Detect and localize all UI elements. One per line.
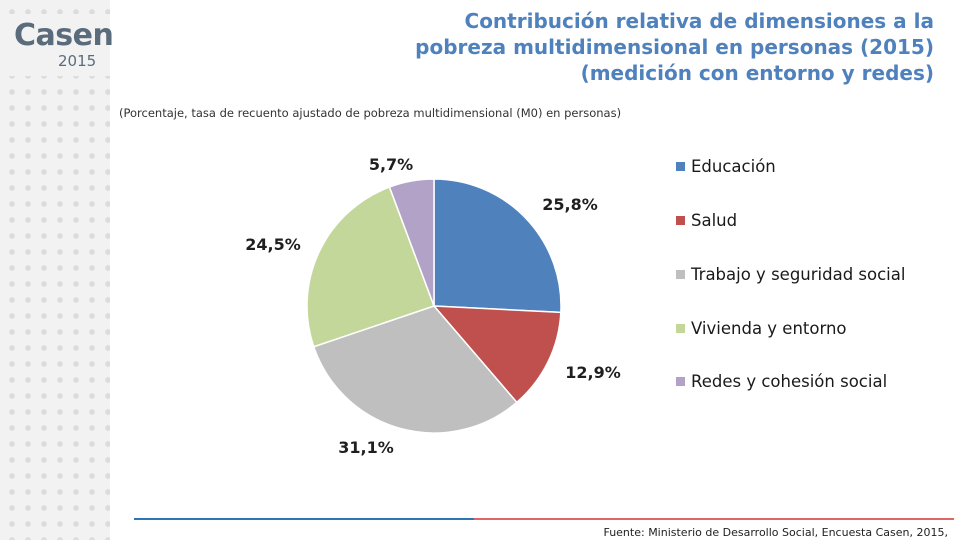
chart-title-line: Contribución relativa de dimensiones a l…	[464, 9, 934, 33]
legend-entry: Salud	[676, 209, 911, 232]
legend-entry: Trabajo y seguridad social	[676, 263, 911, 286]
legend-label: Redes y cohesión social	[691, 372, 888, 391]
brand-logo-name: Casen	[14, 18, 114, 53]
source-note: Fuente: Ministerio de Desarrollo Social,…	[603, 526, 948, 539]
data-label: 31,1%	[338, 438, 394, 457]
pie-slice	[433, 178, 562, 314]
decorative-sidebar	[0, 0, 110, 540]
chart-title-line: pobreza multidimensional en personas (20…	[415, 35, 934, 59]
legend-label: Vivienda y entorno	[691, 319, 847, 338]
chart-subtitle: (Porcentaje, tasa de recuento ajustado d…	[119, 106, 622, 120]
brand-logo-year: 2015	[58, 52, 97, 70]
data-label: 25,8%	[542, 195, 598, 214]
chart-title: Contribución relativa de dimensiones a l…	[234, 8, 934, 86]
pie-slice	[432, 305, 562, 404]
legend-entry: Redes y cohesión social	[676, 370, 911, 393]
pie-slice	[306, 186, 435, 348]
legend-entry: Educación	[676, 155, 911, 178]
legend-swatch	[676, 162, 685, 171]
legend-label: Educación	[691, 157, 776, 176]
data-label: 5,7%	[369, 155, 413, 174]
brand-logo-area	[0, 14, 110, 76]
pie-slice	[312, 305, 518, 434]
legend-swatch	[676, 216, 685, 225]
legend-label: Salud	[691, 211, 738, 230]
pie-slice	[388, 178, 435, 307]
legend-swatch	[676, 270, 685, 279]
footer-rule-red	[474, 518, 954, 520]
legend-entry: Vivienda y entorno	[676, 317, 911, 340]
legend-label: Trabajo y seguridad social	[691, 265, 906, 284]
chart-title-line: (medición con entorno y redes)	[580, 61, 934, 85]
footer-rule-blue	[134, 518, 474, 520]
legend-swatch	[676, 377, 685, 386]
data-label: 24,5%	[245, 235, 301, 254]
legend-swatch	[676, 324, 685, 333]
data-label: 12,9%	[565, 363, 621, 382]
